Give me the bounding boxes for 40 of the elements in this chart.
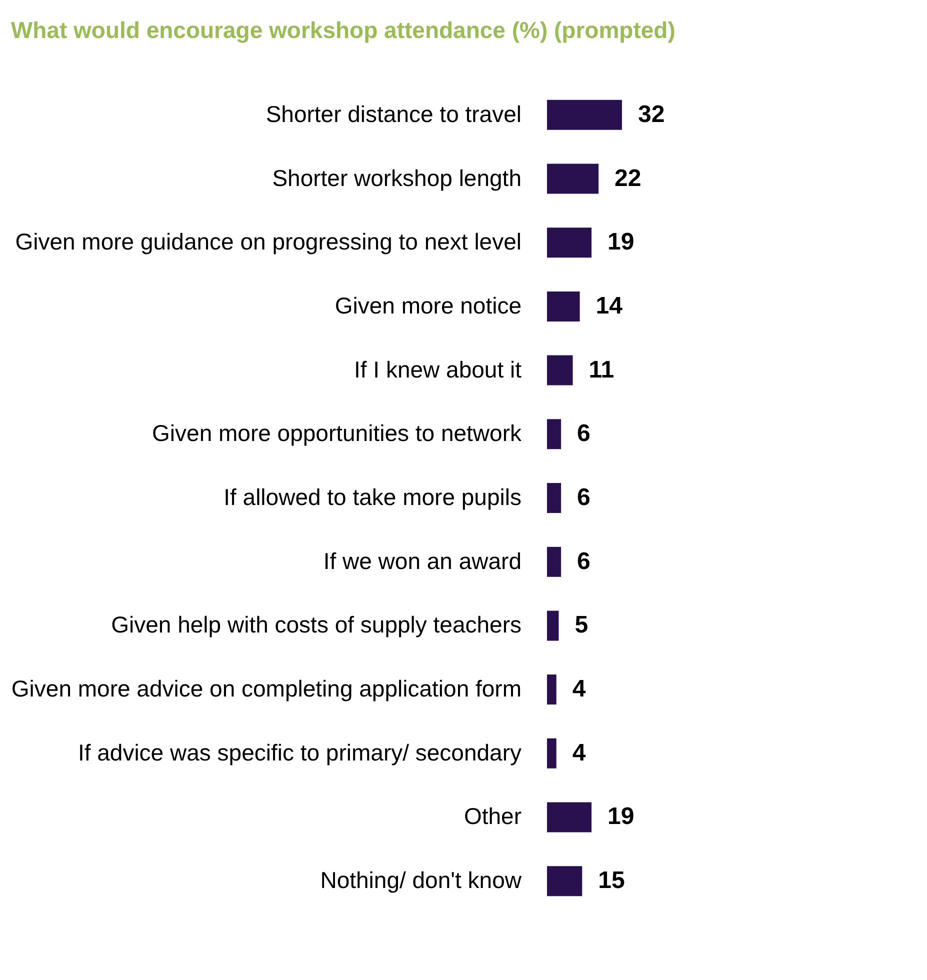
data-label: 4 xyxy=(572,739,586,766)
bar xyxy=(547,866,582,896)
bar xyxy=(547,674,556,705)
y-tick-label: Given more guidance on progressing to next level xyxy=(15,228,522,255)
data-label: 4 xyxy=(572,676,586,703)
y-tick-label: Shorter distance to travel xyxy=(266,100,522,127)
data-label: 6 xyxy=(577,420,590,448)
y-tick-label: Given more advice on completing application form xyxy=(11,676,522,702)
bar xyxy=(547,355,573,386)
bar xyxy=(547,291,580,322)
bar xyxy=(547,100,622,130)
data-label: 11 xyxy=(588,356,614,384)
y-tick-label: Given help with costs of supply teachers xyxy=(111,612,522,638)
data-label: 22 xyxy=(614,164,642,192)
bar xyxy=(547,802,592,832)
data-label: 6 xyxy=(577,484,590,511)
data-label: 19 xyxy=(608,228,634,256)
bar xyxy=(547,483,562,513)
bar xyxy=(547,546,562,577)
data-label: 32 xyxy=(638,100,665,128)
bar xyxy=(547,419,562,450)
y-tick-label: Given more opportunities to network xyxy=(152,420,522,446)
y-tick-label: Other xyxy=(464,803,522,830)
y-tick-label: If I knew about it xyxy=(354,356,522,382)
data-label: 14 xyxy=(596,292,624,320)
y-tick-label: Nothing/ don't know xyxy=(320,867,522,894)
data-label: 6 xyxy=(577,548,590,575)
data-label: 5 xyxy=(574,612,588,639)
bar xyxy=(547,610,559,641)
bar xyxy=(547,228,592,258)
y-tick-label: Shorter workshop length xyxy=(272,164,522,191)
y-tick-label: If advice was specific to primary/ secondary xyxy=(78,739,522,766)
y-tick-label: Given more notice xyxy=(334,292,522,318)
bar xyxy=(547,164,599,194)
bar xyxy=(547,738,556,768)
text: What would encourage workshop attendance (%) (prompted) xyxy=(10,17,676,43)
y-tick-label: If allowed to take more pupils xyxy=(224,484,522,510)
data-label: 19 xyxy=(608,803,634,830)
y-tick-label: If we won an award xyxy=(323,548,522,574)
data-label: 15 xyxy=(598,867,625,894)
